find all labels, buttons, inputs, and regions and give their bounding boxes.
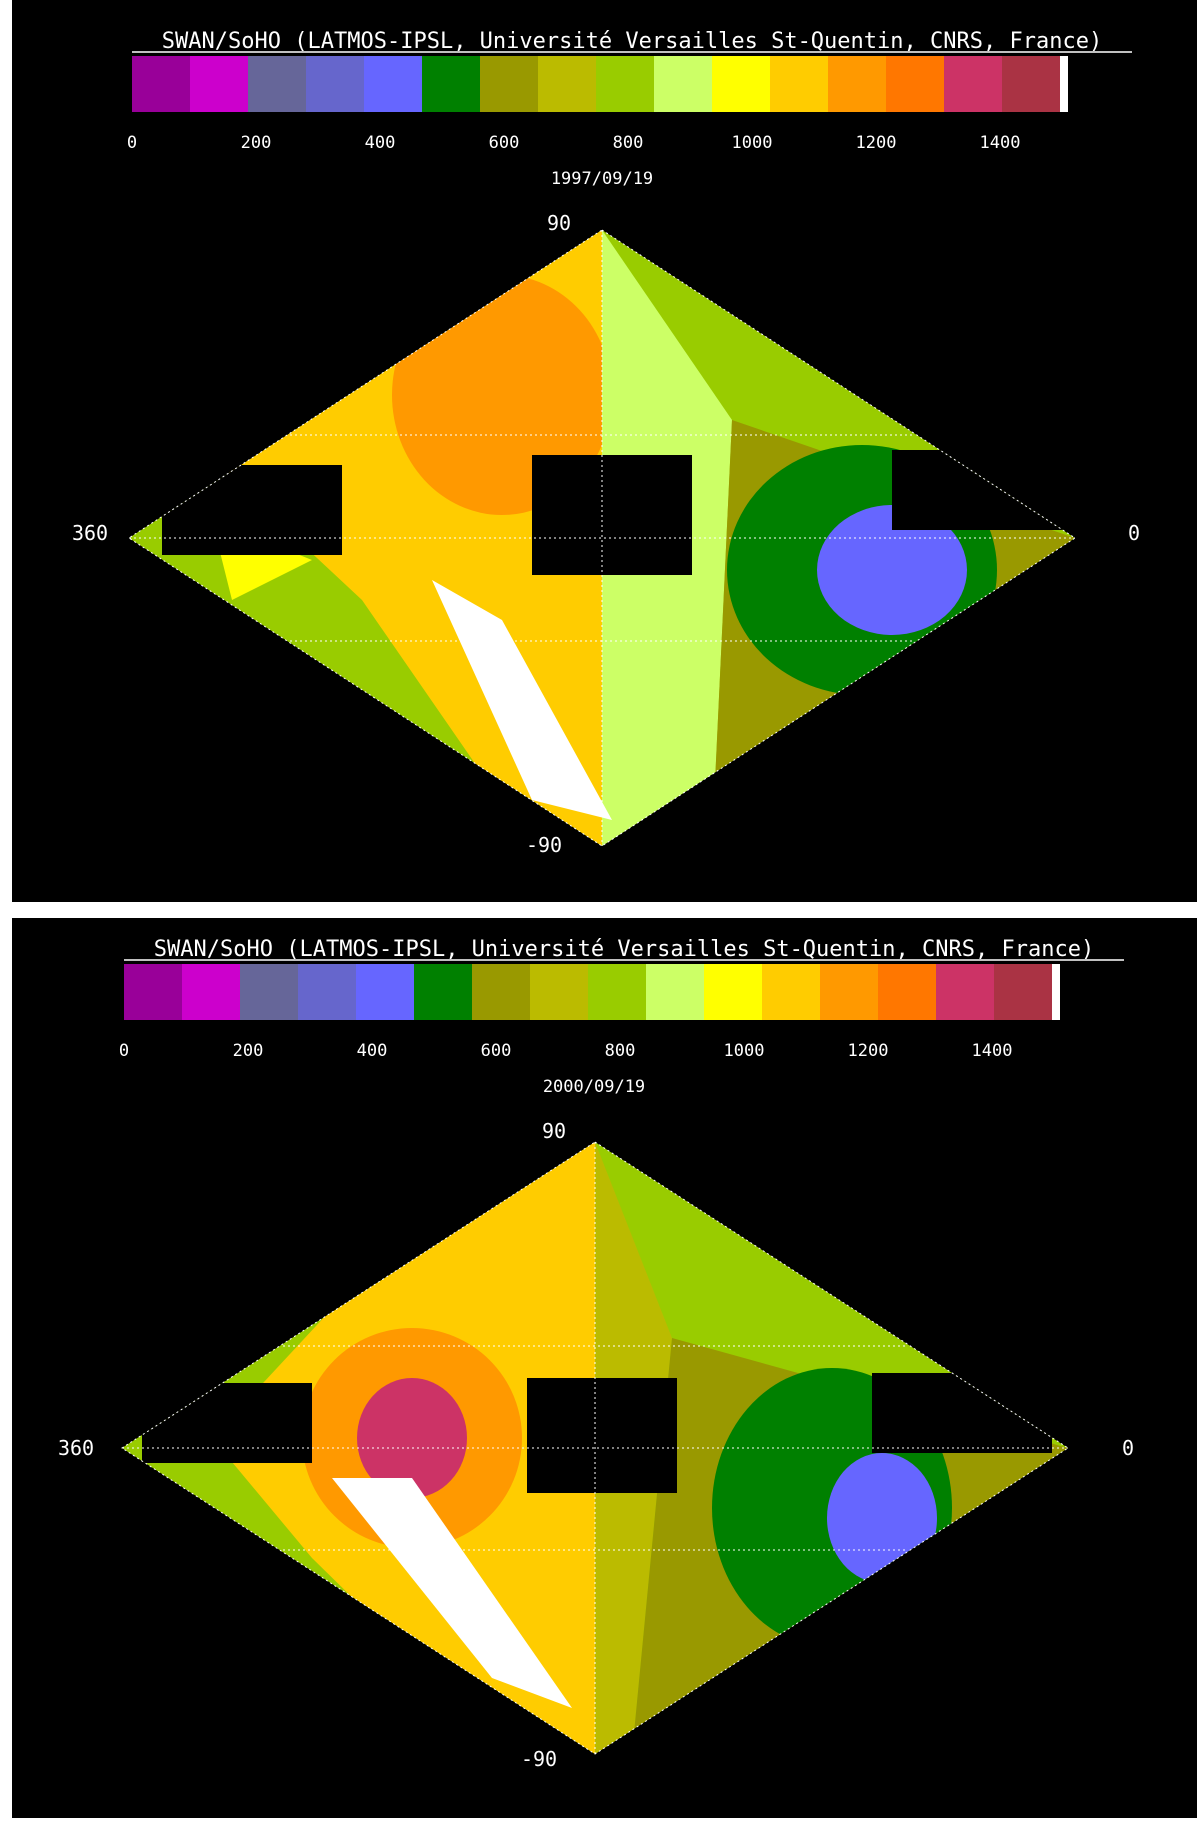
scale-bin-14 [944, 56, 1002, 112]
scale-bin-9 [654, 56, 712, 112]
scale-bin-7 [538, 56, 596, 112]
graticule [121, 1141, 1069, 1755]
scale-tick: 1000 [724, 1041, 765, 1061]
scale-tick: 1400 [972, 1041, 1013, 1061]
lon-label-right: 0 [1122, 1436, 1134, 1460]
scale-ticks: 0 200 400 600 800 1000 1200 1400 [127, 133, 1021, 153]
scale-bin-15 [994, 964, 1052, 1020]
scale-tick: 0 [127, 133, 137, 153]
scale-tick: 800 [613, 133, 644, 153]
lat-label-bottom: -90 [526, 833, 562, 857]
map-panel-2000: SWAN/SoHO (LATMOS-IPSL, Université Versa… [12, 918, 1197, 1818]
scale-bin-1 [190, 56, 248, 112]
map-outline [128, 229, 1076, 847]
scale-bin-6 [472, 964, 530, 1020]
missing-data-east [892, 450, 1062, 530]
scale-tick: 1400 [980, 133, 1021, 153]
lat-label-bottom: -90 [521, 1747, 557, 1771]
scale-tick: 400 [357, 1041, 388, 1061]
scale-bin-12 [828, 56, 886, 112]
missing-data-west [142, 1383, 312, 1463]
scale-tick: 1200 [856, 133, 897, 153]
scale-bin-14 [936, 964, 994, 1020]
scale-bin-4 [356, 964, 414, 1020]
scale-bin-1 [182, 964, 240, 1020]
scale-bin-11 [762, 964, 820, 1020]
scale-tick: 600 [489, 133, 520, 153]
lon-label-left: 360 [72, 521, 108, 545]
map-date: 2000/09/19 [543, 1077, 645, 1097]
scale-tick: 1200 [848, 1041, 889, 1061]
color-scale-bar [124, 964, 1060, 1020]
panel-1-canvas: SWAN/SoHO (LATMOS-IPSL, Université Versa… [72, 29, 1140, 857]
scale-bin-9 [646, 964, 704, 1020]
scale-bin-10 [712, 56, 770, 112]
lon-label-right: 0 [1128, 521, 1140, 545]
scale-bin-6 [480, 56, 538, 112]
scale-tick: 200 [233, 1041, 264, 1061]
scale-ticks: 0 200 400 600 800 1000 1200 1400 [119, 1041, 1013, 1061]
scale-bin-3 [306, 56, 364, 112]
scale-bin-4 [364, 56, 422, 112]
scale-bin-0 [124, 964, 182, 1020]
scale-tick: 0 [119, 1041, 129, 1061]
scale-bin-12 [820, 964, 878, 1020]
region-low-emission [827, 1453, 937, 1583]
region-peak-emission [357, 1378, 467, 1498]
scale-tick: 1000 [732, 133, 773, 153]
scale-tick: 600 [481, 1041, 512, 1061]
missing-data-west [162, 465, 342, 555]
color-scale-bar [132, 56, 1068, 112]
scale-tick: 400 [365, 133, 396, 153]
scale-bin-13 [886, 56, 944, 112]
scale-bin-8 [588, 964, 646, 1020]
saturated-stars-band [332, 1478, 572, 1708]
graticule [128, 229, 1076, 847]
credit-title: SWAN/SoHO (LATMOS-IPSL, Université Versa… [154, 937, 1094, 962]
scale-bin-13 [878, 964, 936, 1020]
map-panel-1997: SWAN/SoHO (LATMOS-IPSL, Université Versa… [12, 0, 1197, 902]
sky-map-1997 [129, 230, 1075, 846]
lat-label-top: 90 [547, 211, 571, 235]
scale-bin-5 [422, 56, 480, 112]
scale-tick: 800 [605, 1041, 636, 1061]
map-date: 1997/09/19 [551, 169, 653, 189]
lat-label-top: 90 [542, 1119, 566, 1143]
scale-bin-2 [248, 56, 306, 112]
scale-bin-15 [1002, 56, 1060, 112]
missing-data-east [872, 1373, 1052, 1453]
missing-data-center [527, 1378, 677, 1493]
scale-bin-overflow [1060, 56, 1068, 112]
scale-bin-8 [596, 56, 654, 112]
scale-bin-7 [530, 964, 588, 1020]
scale-bin-overflow [1052, 964, 1060, 1020]
panel-2-canvas: SWAN/SoHO (LATMOS-IPSL, Université Versa… [58, 937, 1134, 1771]
lon-label-left: 360 [58, 1436, 94, 1460]
scale-tick: 200 [241, 133, 272, 153]
scale-bin-10 [704, 964, 762, 1020]
scale-bin-3 [298, 964, 356, 1020]
missing-data-center [532, 455, 692, 575]
saturated-stars-band [432, 580, 612, 820]
scale-bin-2 [240, 964, 298, 1020]
credit-title: SWAN/SoHO (LATMOS-IPSL, Université Versa… [162, 29, 1102, 54]
scale-bin-0 [132, 56, 190, 112]
scale-bin-5 [414, 964, 472, 1020]
scale-bin-11 [770, 56, 828, 112]
